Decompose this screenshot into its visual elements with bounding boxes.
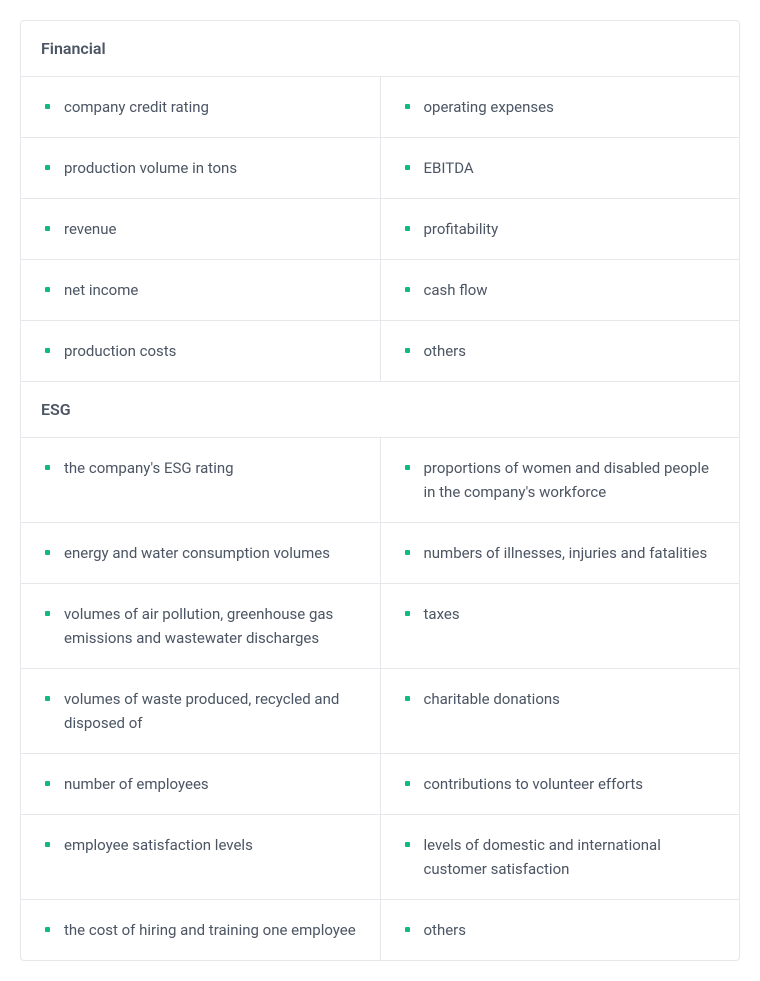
cell-text: operating expenses bbox=[424, 95, 720, 119]
table-cell: numbers of illnesses, injuries and fatal… bbox=[381, 523, 740, 583]
cell-text: net income bbox=[64, 278, 360, 302]
bullet-icon bbox=[405, 465, 410, 470]
table-row: revenue profitability bbox=[21, 199, 739, 260]
bullet-icon bbox=[405, 104, 410, 109]
bullet-icon bbox=[45, 696, 50, 701]
metrics-table: Financial company credit rating operatin… bbox=[20, 20, 740, 961]
cell-text: volumes of waste produced, recycled and … bbox=[64, 687, 360, 735]
cell-text: numbers of illnesses, injuries and fatal… bbox=[424, 541, 720, 565]
table-cell: proportions of women and disabled people… bbox=[381, 438, 740, 522]
bullet-icon bbox=[405, 226, 410, 231]
cell-text: company credit rating bbox=[64, 95, 360, 119]
table-row: net income cash flow bbox=[21, 260, 739, 321]
table-cell: cash flow bbox=[381, 260, 740, 320]
table-cell: operating expenses bbox=[381, 77, 740, 137]
cell-text: employee satisfaction levels bbox=[64, 833, 360, 857]
table-cell: energy and water consumption volumes bbox=[21, 523, 381, 583]
table-row: volumes of waste produced, recycled and … bbox=[21, 669, 739, 754]
table-row: volumes of air pollution, greenhouse gas… bbox=[21, 584, 739, 669]
bullet-icon bbox=[45, 226, 50, 231]
bullet-icon bbox=[405, 611, 410, 616]
cell-text: revenue bbox=[64, 217, 360, 241]
cell-text: number of employees bbox=[64, 772, 360, 796]
cell-text: cash flow bbox=[424, 278, 720, 302]
table-cell: others bbox=[381, 900, 740, 960]
table-cell: employee satisfaction levels bbox=[21, 815, 381, 899]
cell-text: energy and water consumption volumes bbox=[64, 541, 360, 565]
table-row: employee satisfaction levels levels of d… bbox=[21, 815, 739, 900]
table-row: the cost of hiring and training one empl… bbox=[21, 900, 739, 960]
table-cell: taxes bbox=[381, 584, 740, 668]
bullet-icon bbox=[45, 842, 50, 847]
section-title: Financial bbox=[41, 39, 106, 58]
cell-text: EBITDA bbox=[424, 156, 720, 180]
bullet-icon bbox=[45, 611, 50, 616]
table-cell: number of employees bbox=[21, 754, 381, 814]
bullet-icon bbox=[405, 781, 410, 786]
table-row: energy and water consumption volumes num… bbox=[21, 523, 739, 584]
table-cell: production costs bbox=[21, 321, 381, 381]
bullet-icon bbox=[45, 465, 50, 470]
bullet-icon bbox=[405, 842, 410, 847]
bullet-icon bbox=[405, 287, 410, 292]
table-cell: the cost of hiring and training one empl… bbox=[21, 900, 381, 960]
bullet-icon bbox=[405, 696, 410, 701]
table-cell: contributions to volunteer efforts bbox=[381, 754, 740, 814]
cell-text: volumes of air pollution, greenhouse gas… bbox=[64, 602, 360, 650]
cell-text: others bbox=[424, 339, 720, 363]
table-row: company credit rating operating expenses bbox=[21, 77, 739, 138]
table-row: number of employees contributions to vol… bbox=[21, 754, 739, 815]
bullet-icon bbox=[405, 927, 410, 932]
cell-text: contributions to volunteer efforts bbox=[424, 772, 720, 796]
table-cell: revenue bbox=[21, 199, 381, 259]
cell-text: production costs bbox=[64, 339, 360, 363]
bullet-icon bbox=[45, 927, 50, 932]
table-row: production costs others bbox=[21, 321, 739, 382]
cell-text: profitability bbox=[424, 217, 720, 241]
cell-text: proportions of women and disabled people… bbox=[424, 456, 720, 504]
bullet-icon bbox=[405, 165, 410, 170]
bullet-icon bbox=[45, 165, 50, 170]
table-row: production volume in tons EBITDA bbox=[21, 138, 739, 199]
table-cell: profitability bbox=[381, 199, 740, 259]
cell-text: levels of domestic and international cus… bbox=[424, 833, 720, 881]
table-cell: company credit rating bbox=[21, 77, 381, 137]
table-cell: net income bbox=[21, 260, 381, 320]
table-row: the company's ESG rating proportions of … bbox=[21, 438, 739, 523]
bullet-icon bbox=[45, 287, 50, 292]
table-cell: production volume in tons bbox=[21, 138, 381, 198]
bullet-icon bbox=[45, 348, 50, 353]
bullet-icon bbox=[45, 550, 50, 555]
cell-text: production volume in tons bbox=[64, 156, 360, 180]
table-cell: volumes of air pollution, greenhouse gas… bbox=[21, 584, 381, 668]
table-cell: levels of domestic and international cus… bbox=[381, 815, 740, 899]
bullet-icon bbox=[405, 550, 410, 555]
bullet-icon bbox=[405, 348, 410, 353]
cell-text: others bbox=[424, 918, 720, 942]
cell-text: charitable donations bbox=[424, 687, 720, 711]
table-cell: charitable donations bbox=[381, 669, 740, 753]
section-header-esg: ESG bbox=[21, 382, 739, 438]
table-cell: the company's ESG rating bbox=[21, 438, 381, 522]
cell-text: the cost of hiring and training one empl… bbox=[64, 918, 360, 942]
table-cell: volumes of waste produced, recycled and … bbox=[21, 669, 381, 753]
cell-text: the company's ESG rating bbox=[64, 456, 360, 480]
bullet-icon bbox=[45, 781, 50, 786]
cell-text: taxes bbox=[424, 602, 720, 626]
section-header-financial: Financial bbox=[21, 21, 739, 77]
bullet-icon bbox=[45, 104, 50, 109]
table-cell: others bbox=[381, 321, 740, 381]
section-title: ESG bbox=[41, 400, 71, 419]
table-cell: EBITDA bbox=[381, 138, 740, 198]
